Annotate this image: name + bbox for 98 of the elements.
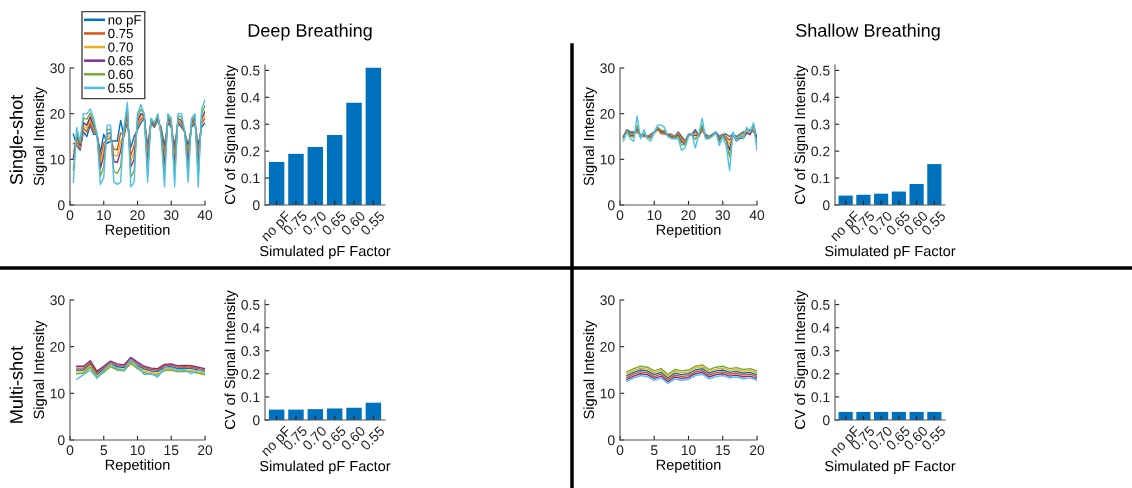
x-tick-label: 20 — [197, 445, 213, 456]
x-tick-label: 30 — [715, 210, 730, 221]
y-tick-label: 0.4 — [811, 92, 830, 103]
x-tick-label: 40 — [749, 210, 765, 221]
y-tick-label: 10 — [600, 388, 615, 399]
x-tick-label: 5 — [100, 445, 108, 456]
y-axis-title: CV of Signal Intensity — [794, 65, 809, 204]
text: Multi-shot — [9, 346, 23, 423]
y-tick-label: 0.4 — [811, 323, 830, 333]
legend-label: no pF — [108, 15, 141, 28]
y-tick-label: 0.5 — [241, 299, 260, 310]
x-tick-label: 15 — [716, 445, 730, 456]
x-tick-label: 40 — [197, 210, 213, 221]
bar — [909, 184, 924, 205]
y-tick-label: 0.1 — [241, 392, 260, 403]
y-axis-title: Signal Intensity — [583, 320, 597, 419]
y-tick-label: 0.4 — [241, 92, 260, 103]
y-axis-title: CV of Signal Intensity — [224, 290, 239, 429]
y-tick-label: 0.5 — [811, 65, 830, 76]
y-tick-label: 0 — [607, 200, 615, 211]
line-series — [72, 117, 205, 154]
bar — [326, 135, 343, 205]
x-tick-label: 0 — [66, 445, 74, 456]
y-tick-label: 0.3 — [241, 346, 260, 356]
legend-label: 0.70 — [108, 42, 133, 52]
y-tick-label: 10 — [600, 154, 615, 165]
y-tick-label: 0 — [822, 415, 830, 426]
x-tick-label: 0 — [616, 445, 624, 456]
bar — [346, 102, 362, 205]
x-tick-label: 0 — [66, 210, 74, 221]
line-series — [622, 123, 757, 158]
x-tick-label: 10 — [97, 210, 111, 221]
y-tick-label: 0.3 — [811, 346, 830, 356]
y-tick-label: 0.1 — [811, 392, 830, 403]
x-axis-title: Simulated pF Factor — [825, 460, 956, 475]
line-series — [622, 115, 757, 172]
x-axis-title: Repetition — [656, 224, 721, 238]
y-tick-label: 0.5 — [241, 65, 260, 76]
x-tick-label: 10 — [681, 445, 696, 456]
y-tick-label: 0.2 — [811, 369, 830, 380]
x-tick-label: 10 — [647, 210, 662, 221]
y-tick-label: 0.4 — [241, 323, 260, 333]
y-tick-label: 0.3 — [811, 119, 830, 130]
legend-label: 0.65 — [108, 56, 133, 66]
y-tick-label: 20 — [50, 109, 65, 119]
x-tick-label: 15 — [164, 445, 179, 456]
bar — [307, 147, 324, 205]
bar — [268, 161, 285, 205]
y-axis-title: CV of Signal Intensity — [224, 65, 239, 204]
bar — [927, 164, 942, 205]
x-axis-title: Repetition — [656, 459, 721, 473]
text: Single-shot — [9, 94, 27, 185]
text: Shallow Breathing — [796, 23, 940, 41]
x-tick-label: 20 — [681, 210, 696, 221]
x-tick-label: 20 — [749, 445, 765, 456]
y-axis-title: Signal Intensity — [33, 320, 47, 419]
legend-label: 0.75 — [108, 28, 133, 39]
y-tick-label: 0.1 — [811, 173, 830, 184]
y-tick-label: 0.2 — [811, 146, 830, 157]
y-tick-label: 0 — [57, 200, 65, 211]
y-tick-label: 0.5 — [811, 299, 830, 310]
y-tick-label: 30 — [50, 295, 65, 306]
bar — [365, 67, 382, 205]
x-axis-title: Simulated pF Factor — [825, 245, 956, 260]
y-tick-label: 0.2 — [241, 369, 260, 380]
y-tick-label: 0.1 — [241, 173, 260, 184]
y-axis-title: Signal Intensity — [583, 87, 597, 186]
x-axis-title: Simulated pF Factor — [260, 460, 391, 475]
y-tick-label: 30 — [600, 295, 615, 306]
x-tick-label: 0 — [616, 210, 624, 221]
y-tick-label: 10 — [50, 154, 65, 165]
y-tick-label: 0 — [252, 415, 260, 426]
y-tick-label: 0 — [822, 200, 830, 211]
text: Deep Breathing — [248, 23, 372, 41]
y-tick-label: 20 — [600, 342, 615, 352]
y-tick-label: 20 — [600, 109, 615, 119]
x-tick-label: 10 — [130, 445, 145, 456]
y-axis-title: CV of Signal Intensity — [794, 290, 809, 429]
legend-label: 0.60 — [108, 69, 133, 80]
x-axis-title: Repetition — [105, 459, 170, 473]
x-tick-label: 30 — [164, 210, 179, 221]
y-axis-title: Signal Intensity — [33, 87, 47, 186]
bar — [346, 407, 362, 420]
y-tick-label: 0.3 — [241, 119, 260, 130]
y-tick-label: 10 — [50, 388, 65, 399]
x-tick-label: 20 — [130, 210, 145, 221]
y-tick-label: 0 — [252, 200, 260, 211]
x-axis-title: Repetition — [105, 224, 170, 238]
y-tick-label: 30 — [50, 63, 65, 74]
line-series — [72, 99, 205, 188]
x-axis-title: Simulated pF Factor — [260, 245, 391, 260]
bar — [326, 408, 343, 420]
y-tick-label: 20 — [50, 342, 65, 352]
y-tick-label: 0.2 — [241, 146, 260, 157]
bar — [288, 153, 304, 205]
y-tick-label: 30 — [600, 63, 615, 74]
legend-label: 0.55 — [108, 83, 133, 93]
x-tick-label: 5 — [650, 445, 658, 456]
